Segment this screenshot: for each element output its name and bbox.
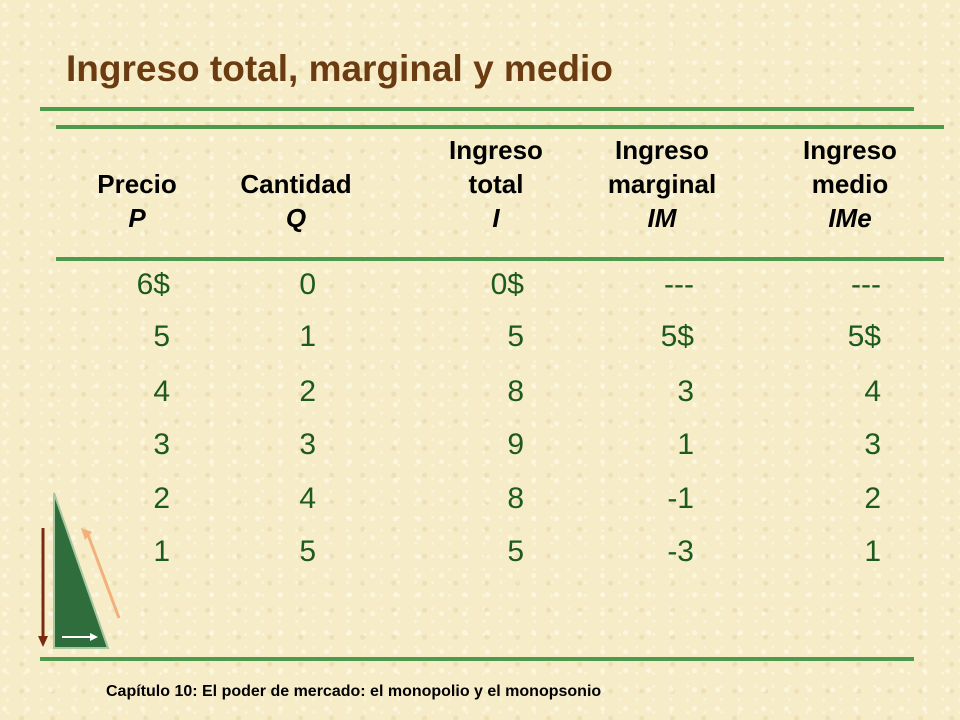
- header-symbol: Q: [285, 203, 307, 233]
- header-line-1: Ingreso: [449, 135, 543, 165]
- footer-caption: Capítulo 10: El poder de mercado: el mon…: [106, 683, 602, 700]
- header-line-2: Precio: [97, 169, 177, 199]
- header-symbol: P: [128, 203, 146, 233]
- header-symbol: IMe: [828, 203, 872, 233]
- cell-precio: 4: [153, 375, 170, 408]
- header-ingreso-medio: Ingreso medio IMe: [750, 133, 950, 235]
- header-line-1: Ingreso: [803, 135, 897, 165]
- header-cantidad: Cantidad Q: [196, 133, 396, 235]
- cell-cantidad: 3: [299, 428, 316, 461]
- cell-cantidad: 1: [299, 320, 316, 353]
- table-header-rule: [56, 257, 944, 261]
- cell-ingreso-total: 8: [507, 375, 524, 408]
- cell-ingreso-medio: 4: [864, 375, 881, 408]
- cell-precio: 3: [153, 428, 170, 461]
- cell-ingreso-total: 5: [507, 535, 524, 568]
- cell-precio: 2: [153, 482, 170, 515]
- header-line-1: Ingreso: [615, 135, 709, 165]
- cell-ingreso-marginal: -3: [667, 535, 694, 568]
- header-line-1: [196, 133, 396, 167]
- header-line-2: Cantidad: [240, 169, 352, 199]
- cell-cantidad: 0: [299, 268, 316, 301]
- cell-cantidad: 5: [299, 535, 316, 568]
- cell-cantidad: 4: [299, 482, 316, 515]
- cell-ingreso-marginal: 3: [677, 375, 694, 408]
- cell-precio: 6$: [136, 268, 170, 301]
- header-ingreso-total: Ingreso total I: [396, 133, 596, 235]
- header-line-2: medio: [811, 169, 889, 199]
- header-ingreso-marginal: Ingreso marginal IM: [562, 133, 762, 235]
- cell-ingreso-total: 9: [507, 428, 524, 461]
- navigation-arrows-icon[interactable]: [30, 490, 130, 655]
- cell-ingreso-medio: 2: [864, 482, 881, 515]
- cell-ingreso-marginal: ---: [664, 268, 694, 301]
- cell-ingreso-medio: 1: [864, 535, 881, 568]
- footer-divider: [40, 657, 914, 661]
- cell-ingreso-marginal: 5$: [660, 320, 694, 353]
- header-symbol: I: [492, 203, 500, 233]
- table-top-rule: [56, 125, 944, 129]
- header-symbol: IM: [647, 203, 677, 233]
- slide-title: Ingreso total, marginal y medio: [66, 48, 613, 89]
- cell-ingreso-medio: 5$: [847, 320, 881, 353]
- cell-ingreso-total: 0$: [490, 268, 524, 301]
- cell-ingreso-medio: ---: [851, 268, 881, 301]
- cell-ingreso-total: 8: [507, 482, 524, 515]
- cell-ingreso-marginal: -1: [667, 482, 694, 515]
- cell-cantidad: 2: [299, 375, 316, 408]
- header-line-2: marginal: [607, 169, 717, 199]
- cell-ingreso-medio: 3: [864, 428, 881, 461]
- cell-ingreso-total: 5: [507, 320, 524, 353]
- header-line-2: total: [468, 169, 524, 199]
- cell-precio: 1: [153, 535, 170, 568]
- title-divider: [40, 107, 914, 111]
- header-precio: Precio P: [37, 133, 237, 235]
- cell-precio: 5: [153, 320, 170, 353]
- cell-ingreso-marginal: 1: [677, 428, 694, 461]
